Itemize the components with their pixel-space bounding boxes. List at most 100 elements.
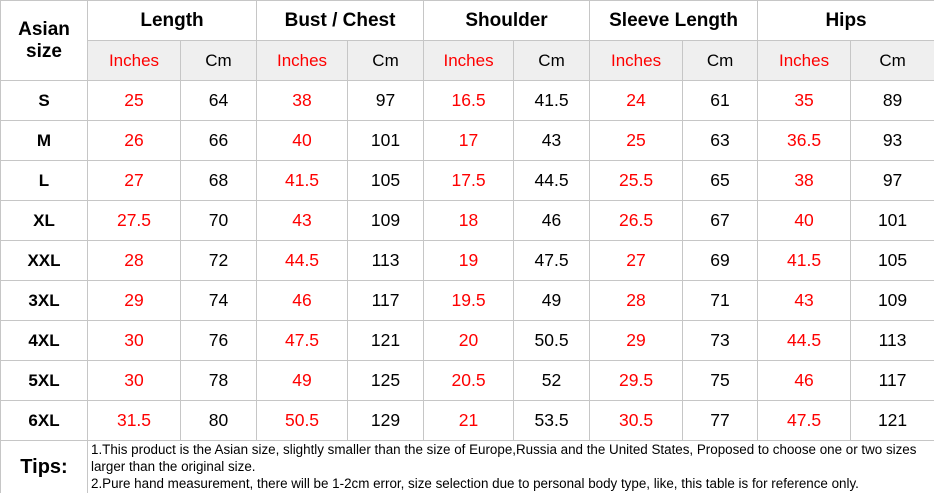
cm-value: 109 — [850, 280, 934, 321]
cm-value: 71 — [682, 280, 759, 321]
tips-label: Tips: — [0, 440, 88, 493]
unit-header-cm: Cm — [850, 40, 934, 81]
cm-value: 75 — [682, 360, 759, 401]
cm-value: 73 — [682, 320, 759, 361]
inches-value: 47.5 — [757, 400, 852, 441]
inches-value: 43 — [757, 280, 852, 321]
cm-value: 65 — [682, 160, 759, 201]
header-unit-row: Inches Cm Inches Cm Inches Cm Inches Cm … — [1, 40, 934, 81]
inches-value: 27 — [87, 160, 181, 201]
inches-value: 17 — [423, 120, 515, 161]
inches-value: 46 — [256, 280, 349, 321]
table-row: 4XL 30 76 47.5 121 20 50.5 29 73 44.5 113 — [0, 320, 934, 361]
inches-value: 16.5 — [423, 80, 515, 121]
cm-value: 105 — [347, 160, 425, 201]
inches-value: 27 — [589, 240, 684, 281]
table-header: Asian size Length Bust / Chest Shoulder … — [0, 0, 934, 81]
inches-value: 19.5 — [423, 280, 515, 321]
inches-value: 29 — [87, 280, 181, 321]
size-label: XL — [0, 200, 88, 241]
cm-value: 125 — [347, 360, 425, 401]
table-row: 3XL 29 74 46 117 19.5 49 28 71 43 109 — [0, 280, 934, 321]
header-group-row: Asian size Length Bust / Chest Shoulder … — [0, 0, 934, 81]
inches-value: 26 — [87, 120, 181, 161]
tips-line-1: 1.This product is the Asian size, slight… — [91, 442, 917, 474]
inches-value: 40 — [757, 200, 852, 241]
inches-value: 19 — [423, 240, 515, 281]
unit-header-cm: Cm — [179, 40, 258, 81]
inches-value: 31.5 — [87, 400, 181, 441]
table-row: 6XL 31.5 80 50.5 129 21 53.5 30.5 77 47.5 121 — [0, 400, 934, 441]
cm-value: 44.5 — [513, 160, 591, 201]
cm-value: 80 — [179, 400, 258, 441]
cm-value: 49 — [513, 280, 591, 321]
table-row: S 25 64 38 97 16.5 41.5 24 61 35 89 — [0, 80, 934, 121]
size-label: 3XL — [0, 280, 88, 321]
cm-value: 105 — [850, 240, 934, 281]
unit-header-inches: Inches — [589, 40, 684, 81]
inches-value: 49 — [256, 360, 349, 401]
cm-value: 117 — [347, 280, 425, 321]
table-row: L 27 68 41.5 105 17.5 44.5 25.5 65 38 97 — [0, 160, 934, 201]
inches-value: 35 — [757, 80, 852, 121]
size-label: M — [0, 120, 88, 161]
cm-value: 53.5 — [513, 400, 591, 441]
inches-value: 28 — [87, 240, 181, 281]
inches-value: 30.5 — [589, 400, 684, 441]
inches-value: 20.5 — [423, 360, 515, 401]
cm-value: 63 — [682, 120, 759, 161]
table-row: M 26 66 40 101 17 43 25 63 36.5 93 — [0, 120, 934, 161]
cm-value: 66 — [179, 120, 258, 161]
column-group-length: Length — [86, 0, 258, 41]
unit-header-inches: Inches — [757, 40, 852, 81]
table-row: XL 27.5 70 43 109 18 46 26.5 67 40 101 — [0, 200, 934, 241]
cm-value: 77 — [682, 400, 759, 441]
inches-value: 25 — [87, 80, 181, 121]
inches-value: 50.5 — [256, 400, 349, 441]
inches-value: 29 — [589, 320, 684, 361]
cm-value: 69 — [682, 240, 759, 281]
column-group-shoulder: Shoulder — [423, 0, 591, 41]
cm-value: 78 — [179, 360, 258, 401]
inches-value: 25 — [589, 120, 684, 161]
unit-header-inches: Inches — [423, 40, 515, 81]
column-group-hips: Hips — [757, 0, 934, 41]
table-body: S 25 64 38 97 16.5 41.5 24 61 35 89 M 26 66 40 101 17 43 2… — [0, 80, 934, 441]
tips-line-2: 2.Pure hand measurement, there will be 1… — [91, 475, 859, 491]
inches-value: 44.5 — [757, 320, 852, 361]
inches-value: 36.5 — [757, 120, 852, 161]
table-footer: Tips: 1.This product is the Asian size, … — [0, 440, 934, 493]
cm-value: 50.5 — [513, 320, 591, 361]
cm-value: 43 — [513, 120, 591, 161]
cm-value: 97 — [850, 160, 934, 201]
cm-value: 109 — [347, 200, 425, 241]
inches-value: 20 — [423, 320, 515, 361]
cm-value: 129 — [347, 400, 425, 441]
inches-value: 21 — [423, 400, 515, 441]
cm-value: 67 — [682, 200, 759, 241]
inches-value: 18 — [423, 200, 515, 241]
inches-value: 26.5 — [589, 200, 684, 241]
cm-value: 47.5 — [513, 240, 591, 281]
size-label: 6XL — [0, 400, 88, 441]
cm-value: 101 — [347, 120, 425, 161]
inches-value: 27.5 — [87, 200, 181, 241]
inches-value: 28 — [589, 280, 684, 321]
inches-value: 30 — [87, 360, 181, 401]
tips-text-cell: 1.This product is the Asian size, slight… — [86, 440, 934, 493]
cm-value: 101 — [850, 200, 934, 241]
inches-value: 44.5 — [256, 240, 349, 281]
unit-header-cm: Cm — [347, 40, 425, 81]
table-row: XXL 28 72 44.5 113 19 47.5 27 69 41.5 105 — [0, 240, 934, 281]
column-group-sleeve-length: Sleeve Length — [589, 0, 759, 41]
inches-value: 40 — [256, 120, 349, 161]
size-label: 4XL — [0, 320, 88, 361]
unit-header-inches: Inches — [256, 40, 349, 81]
cm-value: 46 — [513, 200, 591, 241]
cm-value: 113 — [850, 320, 934, 361]
inches-value: 41.5 — [757, 240, 852, 281]
tips-row: Tips: 1.This product is the Asian size, … — [0, 440, 934, 493]
cm-value: 70 — [179, 200, 258, 241]
inches-value: 25.5 — [589, 160, 684, 201]
